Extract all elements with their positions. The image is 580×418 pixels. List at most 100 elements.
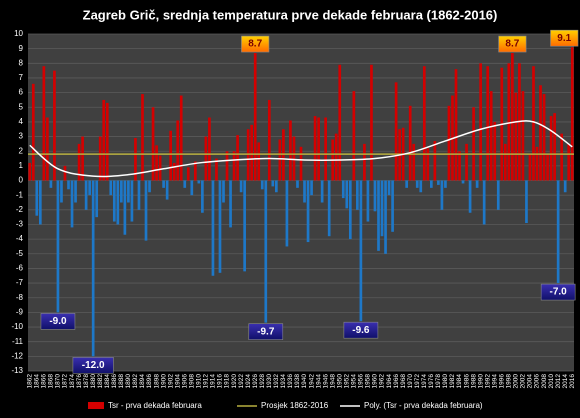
x-tick-label: 1898: [153, 374, 160, 389]
bar: [67, 180, 70, 190]
y-tick-label: -3: [16, 220, 24, 229]
x-tick-label: 1978: [435, 374, 442, 389]
bar: [387, 180, 391, 196]
bar: [352, 91, 356, 181]
x-tick-label: 1874: [69, 374, 76, 389]
bar: [74, 180, 77, 203]
bar: [253, 53, 257, 181]
bar: [88, 180, 91, 196]
x-tick-label: 1958: [365, 374, 372, 389]
bar: [95, 180, 99, 218]
y-tick-label: 7: [19, 73, 24, 82]
bar: [31, 83, 35, 181]
x-tick-label: 1992: [484, 374, 491, 389]
bar: [155, 145, 158, 181]
bar: [408, 105, 412, 181]
bar: [28, 162, 32, 181]
x-tick-label: 1886: [111, 374, 118, 389]
bar: [415, 180, 419, 188]
label-box: [540, 283, 576, 301]
x-tick-label: 1884: [104, 374, 111, 389]
x-tick-label: 1930: [266, 374, 273, 389]
x-tick-label: 1970: [407, 374, 414, 389]
y-tick-label: -13: [11, 366, 23, 375]
x-tick-label: 1980: [442, 374, 449, 389]
bar: [440, 180, 444, 210]
bar: [324, 117, 327, 181]
x-tick-label: 1982: [449, 374, 456, 389]
bar: [493, 121, 497, 181]
bar: [197, 180, 201, 184]
bar: [489, 91, 493, 181]
bar: [215, 158, 218, 181]
y-tick-label: -1: [16, 190, 24, 199]
x-tick-label: 1984: [456, 374, 463, 389]
bar: [461, 180, 465, 184]
bar: [553, 113, 556, 181]
bar: [426, 148, 430, 181]
trend-line: [29, 120, 573, 178]
x-tick-label: 1928: [259, 374, 266, 389]
legend-label: Tsr - prva dekada februara: [108, 401, 202, 410]
bar: [60, 180, 63, 203]
x-tick-label: 1942: [308, 374, 315, 389]
bar: [162, 180, 165, 188]
bar: [563, 180, 567, 193]
x-tick-label: 1922: [238, 374, 245, 389]
data-label: -12.0: [82, 360, 105, 371]
x-tick-label: 1866: [41, 374, 48, 389]
bar: [134, 138, 137, 181]
bar: [465, 143, 468, 181]
x-tick-label: 1878: [83, 374, 90, 389]
x-tick-label: 1918: [224, 374, 231, 389]
bar: [539, 85, 542, 181]
x-tick-label: 1882: [97, 374, 104, 389]
x-tick-label: 2014: [562, 374, 569, 389]
bar: [296, 180, 299, 188]
x-tick-label: 2000: [513, 374, 520, 389]
bar: [359, 180, 363, 322]
bar: [567, 143, 571, 181]
x-tick-label: 2012: [555, 374, 562, 389]
y-tick-label: 0: [19, 176, 24, 185]
data-label: -9.0: [49, 316, 67, 327]
bar: [278, 139, 282, 181]
x-tick-label: 1946: [322, 374, 329, 389]
bar: [141, 94, 144, 181]
bar: [112, 180, 116, 222]
bar: [56, 180, 60, 313]
x-tick-label: 1996: [499, 374, 506, 389]
bar: [186, 167, 190, 181]
label-box: [241, 35, 270, 53]
y-tick-label: 9: [19, 44, 24, 53]
x-tick-label: 1976: [428, 374, 435, 389]
bar: [144, 180, 148, 241]
x-tick-label: 1906: [181, 374, 188, 389]
bar: [317, 117, 320, 181]
bar: [437, 180, 440, 185]
bar: [239, 180, 243, 193]
bar: [81, 136, 84, 181]
bar: [105, 102, 109, 181]
x-tick-label: 1998: [506, 374, 513, 389]
x-tick-label: 1954: [351, 374, 358, 389]
bar: [158, 155, 162, 181]
x-tick-label: 1880: [90, 374, 97, 389]
bar: [70, 180, 74, 228]
bar: [525, 180, 528, 224]
x-tick-label: 1990: [477, 374, 484, 389]
bar: [165, 180, 169, 200]
bar: [320, 180, 324, 203]
x-tick-label: 1876: [76, 374, 83, 389]
y-tick-label: 6: [19, 88, 24, 97]
bar: [313, 116, 317, 181]
x-tick-label: 1888: [118, 374, 125, 389]
y-tick-label: 1: [19, 161, 24, 170]
x-tick-label: 1872: [62, 374, 69, 389]
x-tick-label: 1912: [203, 374, 210, 389]
bar: [183, 180, 187, 188]
label-box: [248, 323, 284, 340]
bar: [204, 136, 208, 181]
x-tick-label: 1916: [217, 374, 224, 389]
x-tick-label: 2004: [527, 374, 534, 389]
